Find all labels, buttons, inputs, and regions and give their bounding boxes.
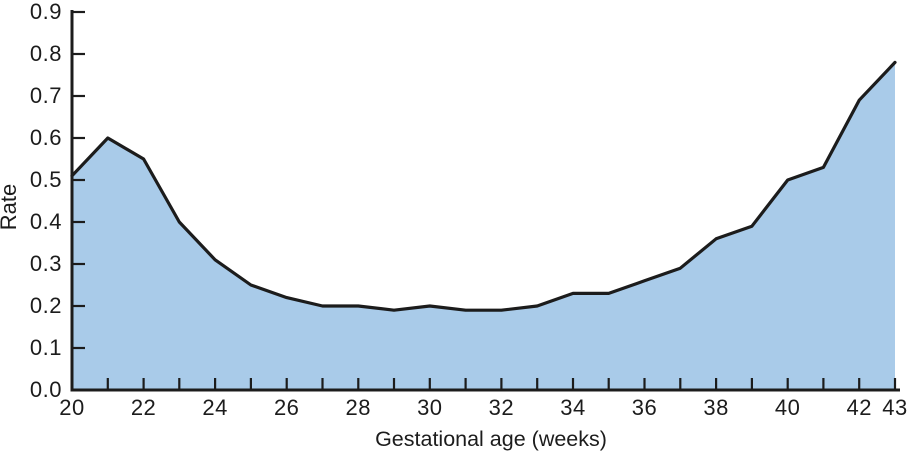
x-axis-tick-label: 42 (846, 395, 872, 420)
rate-curve-line (70, 60, 897, 312)
x-axis-tick-label: 24 (202, 395, 228, 420)
y-axis-tick-label: 0.2 (29, 293, 62, 318)
x-axis-tick-label: 32 (488, 395, 515, 420)
y-axis-tick-label: 0.5 (29, 167, 62, 192)
y-axis-title: Rate (0, 183, 21, 231)
y-axis-tick-label: 0.7 (29, 83, 62, 108)
x-axis-title: Gestational age (weeks) (375, 427, 607, 451)
x-axis-tick-label: 26 (273, 395, 300, 420)
x-axis-tick-label: 36 (631, 395, 658, 420)
y-axis-tick-label: 0.8 (29, 41, 62, 66)
x-axis-tick-label: 43 (882, 395, 908, 420)
y-axis-tick-label: 0.0 (29, 377, 62, 402)
x-axis-tick-label: 20 (59, 395, 85, 420)
x-axis-tick-label: 40 (774, 395, 801, 420)
y-axis-tick-label: 0.6 (29, 125, 62, 150)
y-axis-tick-label: 0.9 (29, 0, 62, 24)
x-axis-tick-label: 38 (703, 395, 729, 420)
x-axis-tick-label: 34 (560, 395, 586, 420)
axes (70, 10, 900, 392)
x-axis-tick-label: 30 (417, 395, 443, 420)
area-fill (72, 62, 895, 391)
y-axis-tick-label: 0.3 (29, 251, 62, 276)
y-axis-tick-label: 0.1 (29, 335, 62, 360)
x-axis-tick-label: 28 (345, 395, 371, 420)
x-axis-tick-label: 22 (130, 395, 157, 420)
y-axis-tick-label: 0.4 (29, 209, 62, 234)
